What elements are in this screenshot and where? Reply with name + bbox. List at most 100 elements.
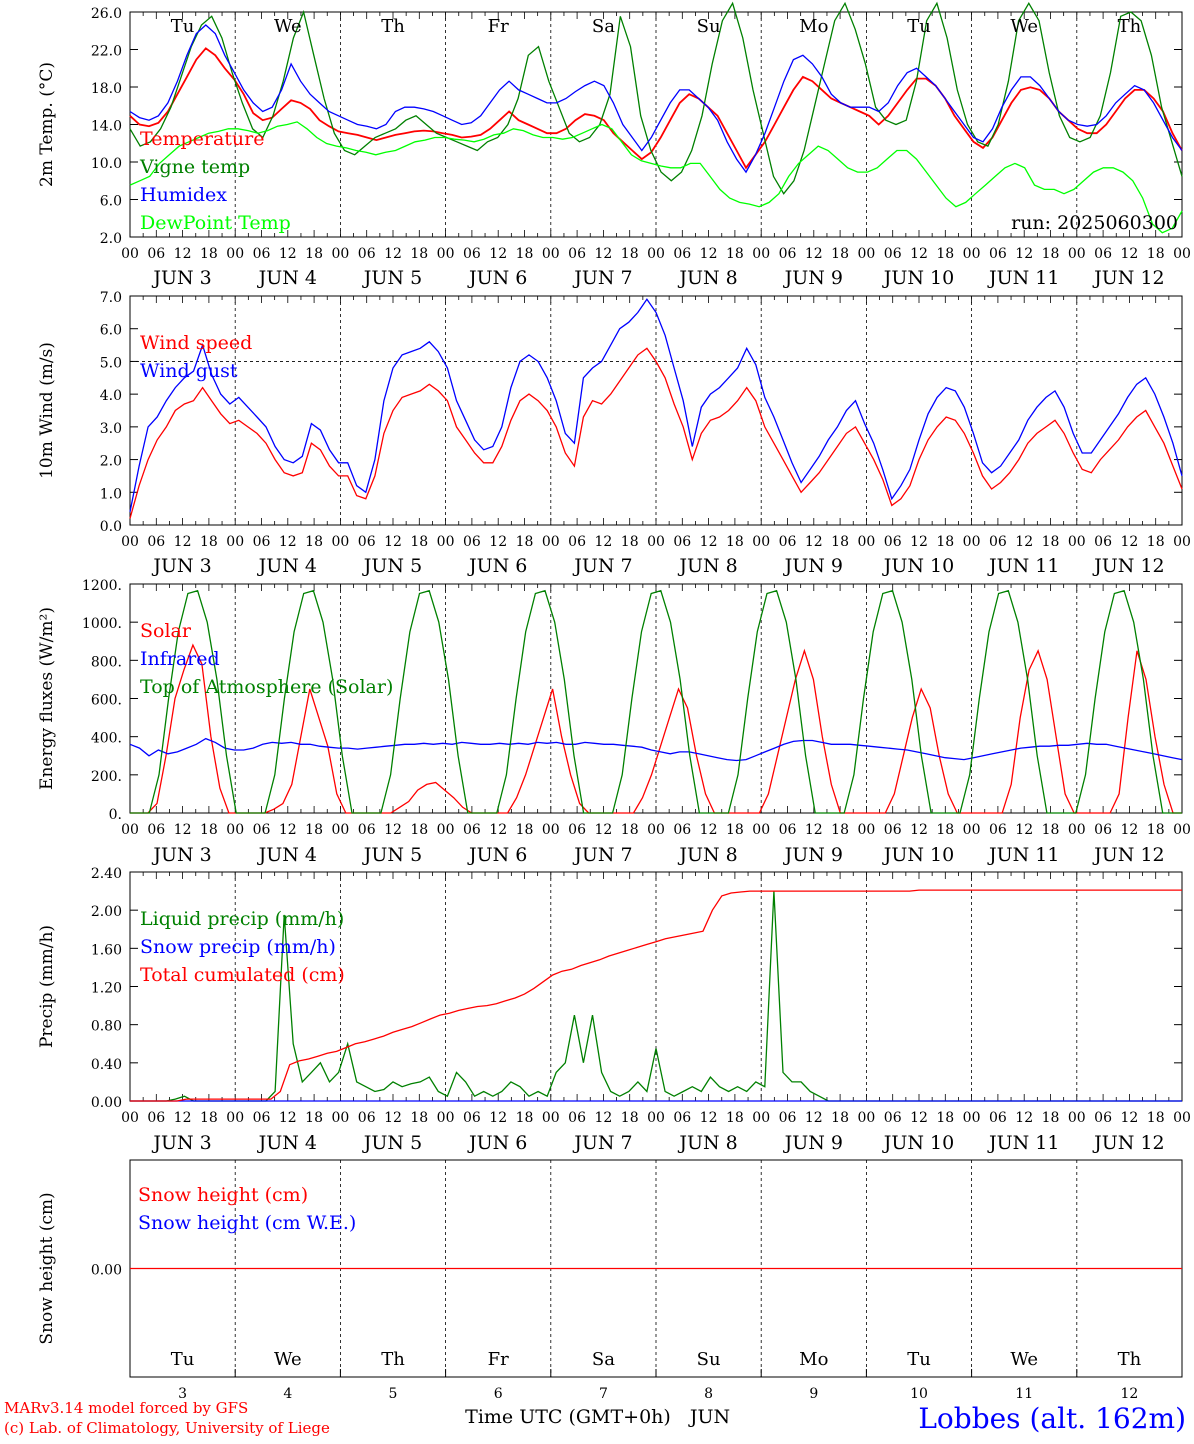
hour-tick-label: 18	[936, 246, 954, 262]
hour-tick-label: 12	[805, 246, 823, 262]
hour-tick-label: 18	[1147, 534, 1165, 550]
hour-tick-label: 18	[200, 246, 218, 262]
hour-tick-label: 18	[936, 1110, 954, 1126]
hour-tick-label: 12	[1015, 534, 1033, 550]
hour-tick-label: 06	[463, 822, 481, 838]
hour-tick-label: 00	[963, 1110, 981, 1126]
hour-tick-label: 06	[989, 246, 1007, 262]
date-label: JUN 8	[677, 555, 737, 577]
date-label: JUN 9	[783, 555, 843, 577]
hour-tick-label: 18	[726, 534, 744, 550]
hour-tick-label: 18	[726, 1110, 744, 1126]
hour-tick-label: 06	[884, 822, 902, 838]
hour-tick-label: 18	[1042, 246, 1060, 262]
date-label: JUN 4	[257, 267, 317, 289]
hour-tick-label: 00	[1068, 246, 1086, 262]
hour-tick-label: 00	[437, 822, 455, 838]
hour-tick-label: 00	[647, 246, 665, 262]
weekday-label: Fr	[488, 1349, 509, 1370]
hour-tick-label: 00	[1173, 534, 1191, 550]
day-number: 8	[704, 1386, 713, 1402]
weekday-label: Sa	[592, 16, 615, 37]
legend-entry: Solar	[140, 620, 192, 642]
hour-tick-label: 12	[279, 246, 297, 262]
hour-tick-label: 18	[305, 246, 323, 262]
hour-tick-label: 06	[463, 534, 481, 550]
hour-tick-label: 18	[516, 246, 534, 262]
date-label: JUN 9	[783, 267, 843, 289]
y-tick-label: 400.	[91, 731, 122, 747]
hour-tick-label: 06	[989, 1110, 1007, 1126]
y-tick-label: 1200.	[82, 578, 122, 594]
date-label: JUN 11	[987, 267, 1059, 289]
weekday-label: Fr	[488, 16, 509, 37]
hour-tick-label: 06	[358, 1110, 376, 1126]
run-annotation: run: 2025060300	[1011, 212, 1178, 234]
series-line	[129, 1, 1183, 195]
hour-tick-label: 06	[673, 246, 691, 262]
legend-entry: Humidex	[140, 184, 227, 206]
y-tick-label: 2.00	[91, 904, 122, 920]
legend-entry: DewPoint Temp	[140, 212, 291, 234]
hour-tick-label: 06	[779, 534, 797, 550]
weekday-label: Mo	[799, 16, 828, 37]
hour-tick-label: 12	[1120, 534, 1138, 550]
legend-entry: Snow height (cm W.E.)	[138, 1212, 356, 1234]
hour-tick-label: 12	[174, 534, 192, 550]
y-tick-label: 10.0	[91, 156, 122, 172]
hour-tick-label: 00	[1173, 1110, 1191, 1126]
hour-tick-label: 18	[621, 534, 639, 550]
y-tick-label: 3.0	[100, 421, 122, 437]
hour-tick-label: 12	[384, 246, 402, 262]
station-title: Lobbes (alt. 162m)	[918, 1402, 1186, 1435]
hour-tick-label: 06	[989, 822, 1007, 838]
y-tick-label: 0.00	[91, 1095, 122, 1111]
date-label: JUN 7	[572, 844, 632, 866]
hour-tick-label: 18	[516, 1110, 534, 1126]
hour-tick-label: 18	[726, 246, 744, 262]
hour-tick-label: 18	[936, 822, 954, 838]
hour-tick-label: 00	[226, 1110, 244, 1126]
hour-tick-label: 18	[1042, 1110, 1060, 1126]
hour-tick-label: 12	[279, 1110, 297, 1126]
hour-tick-label: 00	[542, 246, 560, 262]
hour-tick-label: 12	[1015, 1110, 1033, 1126]
model-credit: MARv3.14 model forced by GFS	[4, 1399, 249, 1417]
legend-entry: Total cumulated (cm)	[140, 964, 345, 986]
y-tick-label: 1.0	[100, 486, 122, 502]
hour-tick-label: 00	[331, 534, 349, 550]
hour-tick-label: 18	[831, 534, 849, 550]
x-axis-label: Time UTC (GMT+0h)	[465, 1406, 671, 1428]
date-label: JUN 12	[1092, 1132, 1164, 1154]
hour-tick-label: 12	[1120, 1110, 1138, 1126]
hour-tick-label: 18	[831, 246, 849, 262]
hour-tick-label: 06	[779, 822, 797, 838]
day-number: 6	[494, 1386, 503, 1402]
weekday-label: We	[1010, 16, 1038, 37]
series-line	[129, 347, 1183, 519]
hour-tick-label: 12	[700, 822, 718, 838]
hour-tick-label: 12	[279, 822, 297, 838]
hour-tick-label: 00	[437, 246, 455, 262]
date-label: JUN 12	[1092, 844, 1164, 866]
hour-tick-label: 00	[121, 822, 139, 838]
legend-entry: Top of Atmosphere (Solar)	[140, 676, 393, 698]
date-label: JUN 7	[572, 1132, 632, 1154]
hour-tick-label: 18	[516, 534, 534, 550]
series-line	[130, 889, 1182, 1102]
hour-tick-label: 06	[568, 822, 586, 838]
hour-tick-label: 00	[542, 534, 560, 550]
hour-tick-label: 18	[1042, 534, 1060, 550]
hour-tick-label: 00	[437, 1110, 455, 1126]
date-label: JUN 3	[151, 267, 211, 289]
hour-tick-label: 18	[831, 822, 849, 838]
hour-tick-label: 06	[673, 1110, 691, 1126]
hour-tick-label: 18	[621, 246, 639, 262]
weekday-label: We	[274, 16, 302, 37]
hour-tick-label: 18	[831, 1110, 849, 1126]
hour-tick-label: 06	[358, 246, 376, 262]
legend-entry: Wind gust	[140, 360, 238, 382]
series-line	[129, 298, 1183, 513]
hour-tick-label: 12	[489, 246, 507, 262]
weekday-label: Th	[1118, 1349, 1142, 1370]
